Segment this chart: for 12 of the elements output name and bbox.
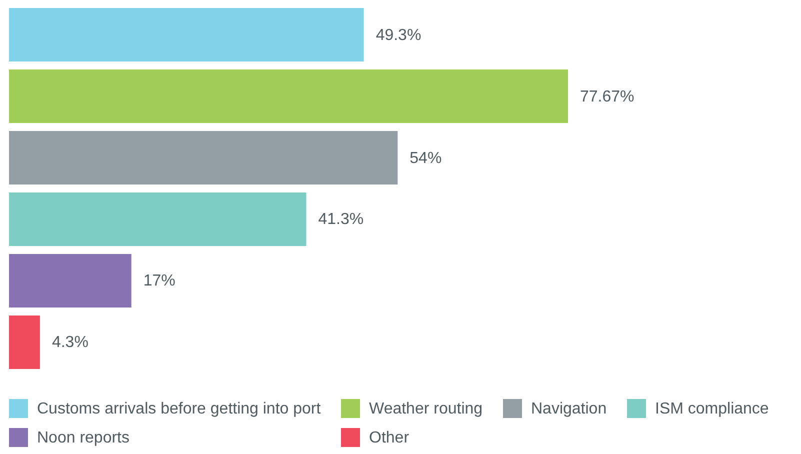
legend-label: Customs arrivals before getting into port [37, 400, 322, 418]
data-label: 49.3% [376, 26, 422, 44]
data-label: 77.67% [580, 88, 634, 106]
data-label: 41.3% [318, 211, 364, 228]
data-label: 54% [410, 150, 442, 167]
legend-label: Other [369, 430, 410, 446]
legend-label: Weather routing [369, 400, 483, 418]
data-label: 4.3% [52, 334, 88, 352]
data-label: 17% [143, 272, 176, 290]
legend-label: Navigation [531, 400, 607, 418]
legend-label: Noon reports [37, 430, 130, 446]
legend-label: ISM compliance [655, 400, 769, 418]
